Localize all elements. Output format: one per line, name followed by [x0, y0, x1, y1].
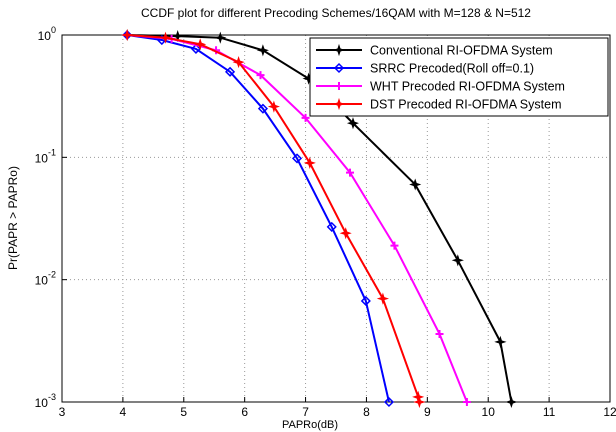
- marker: [462, 398, 471, 406]
- marker: [214, 31, 227, 44]
- x-tick-label: 10: [482, 405, 496, 419]
- marker: [376, 292, 390, 305]
- marker: [190, 43, 202, 54]
- marker: [256, 71, 265, 80]
- x-axis-label: PAPRo(dB): [282, 419, 338, 431]
- marker: [257, 103, 268, 114]
- x-tick-label: 6: [241, 405, 248, 419]
- marker: [256, 44, 269, 57]
- marker: [303, 156, 316, 169]
- x-tick-label: 8: [363, 405, 370, 419]
- marker: [494, 335, 507, 349]
- marker: [291, 153, 303, 164]
- y-tick-label: 10-2: [35, 270, 56, 288]
- y-axis-label: Pr(PAPR > PAPRo): [6, 166, 20, 270]
- x-tick-label: 11: [543, 405, 556, 419]
- x-tick-label: 4: [120, 405, 127, 419]
- series-line: [127, 34, 390, 403]
- marker: [333, 62, 345, 74]
- x-tick-label: 9: [424, 405, 431, 419]
- marker: [451, 254, 464, 267]
- plot-frame: [61, 34, 611, 403]
- chart-title: CCDF plot for different Precoding Scheme…: [141, 6, 531, 20]
- marker: [121, 28, 134, 42]
- y-tick-label: 10-3: [35, 392, 56, 410]
- y-tick-label: 100: [38, 25, 56, 43]
- marker: [159, 31, 172, 44]
- marker: [360, 295, 371, 307]
- marker: [332, 43, 346, 57]
- marker: [224, 66, 236, 77]
- marker: [194, 38, 207, 51]
- marker: [232, 56, 245, 69]
- marker: [346, 117, 360, 130]
- x-tick-label: 12: [603, 405, 616, 419]
- legend-label: DST Precoded RI-OFDMA System: [370, 97, 562, 111]
- marker: [435, 329, 444, 338]
- marker: [383, 396, 395, 408]
- marker: [339, 227, 352, 240]
- legend: Conventional RI-OFDMA System SRRC Precode…: [309, 37, 609, 117]
- x-tick-label: 3: [59, 405, 66, 419]
- marker: [505, 395, 518, 409]
- marker: [332, 97, 346, 111]
- marker: [335, 82, 343, 90]
- legend-label: SRRC Precoded(Roll off=0.1): [370, 61, 534, 75]
- legend-label: Conventional RI-OFDMA System: [370, 43, 553, 57]
- x-tick-label: 5: [180, 405, 187, 419]
- legend-label: WHT Precoded RI-OFDMA System: [370, 79, 565, 93]
- marker: [409, 178, 422, 191]
- marker: [346, 168, 355, 177]
- marker: [413, 395, 426, 409]
- marker: [267, 100, 280, 113]
- x-tick-label: 7: [302, 405, 309, 419]
- series-line: [127, 34, 421, 403]
- y-tick-label: 10-1: [35, 148, 56, 166]
- marker: [301, 113, 310, 122]
- marker: [390, 241, 399, 250]
- marker: [326, 221, 337, 232]
